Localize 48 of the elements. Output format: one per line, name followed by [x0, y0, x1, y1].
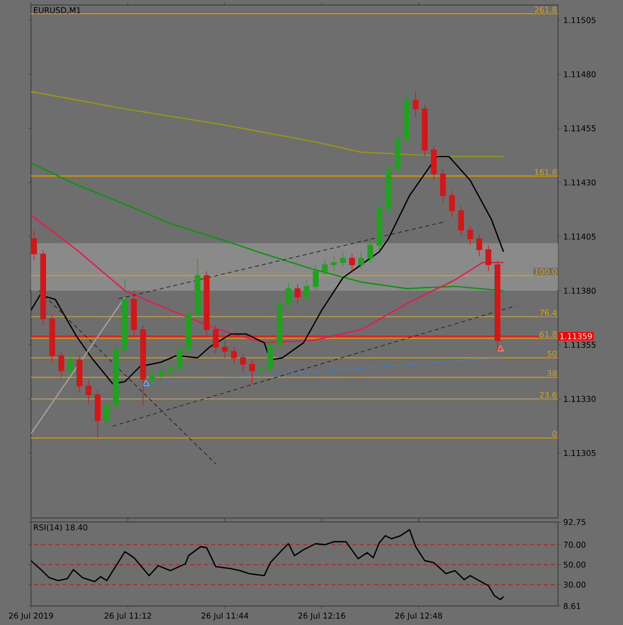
candlestick [349, 254, 355, 272]
candlestick [485, 244, 492, 272]
line-series [31, 214, 504, 344]
candlestick [430, 145, 437, 181]
candlestick [322, 258, 328, 276]
candlestick [67, 353, 74, 376]
candlestick [422, 104, 428, 157]
candlestick [76, 355, 82, 393]
candlestick [240, 353, 246, 374]
candlestick [131, 290, 137, 337]
candlestick [394, 132, 400, 174]
line-series [31, 90, 504, 158]
candlestick [58, 350, 64, 378]
candlestick [112, 342, 119, 410]
candlestick [330, 256, 337, 272]
candlestick [140, 324, 146, 406]
candlestick [176, 342, 182, 374]
candlestick [294, 284, 300, 304]
candlestick [267, 340, 274, 374]
candlestick [312, 264, 319, 292]
candlestick [367, 238, 374, 263]
candlestick [104, 398, 110, 430]
candlestick [458, 206, 464, 237]
candlestick [440, 169, 446, 202]
line-series [31, 162, 504, 292]
candlestick [49, 314, 56, 362]
candlestick [212, 324, 219, 354]
candlestick [231, 346, 237, 365]
candlestick [194, 258, 200, 320]
candlestick [476, 234, 482, 256]
candlestick [286, 282, 292, 311]
candlestick [204, 270, 210, 337]
candlestick [86, 379, 92, 404]
candlestick [276, 296, 282, 350]
candlestick [358, 251, 364, 270]
candlestick [122, 280, 128, 354]
candlestick [40, 249, 46, 326]
candlestick [31, 230, 37, 261]
candlestick [340, 251, 346, 268]
candlestick [494, 260, 500, 352]
candlestick [304, 280, 310, 302]
candlestick [386, 162, 392, 214]
candlestick [404, 91, 410, 144]
candlestick [186, 308, 192, 354]
candlestick [449, 190, 455, 218]
candlestick [249, 360, 255, 384]
candlestick [94, 390, 101, 438]
candlestick [376, 202, 382, 250]
